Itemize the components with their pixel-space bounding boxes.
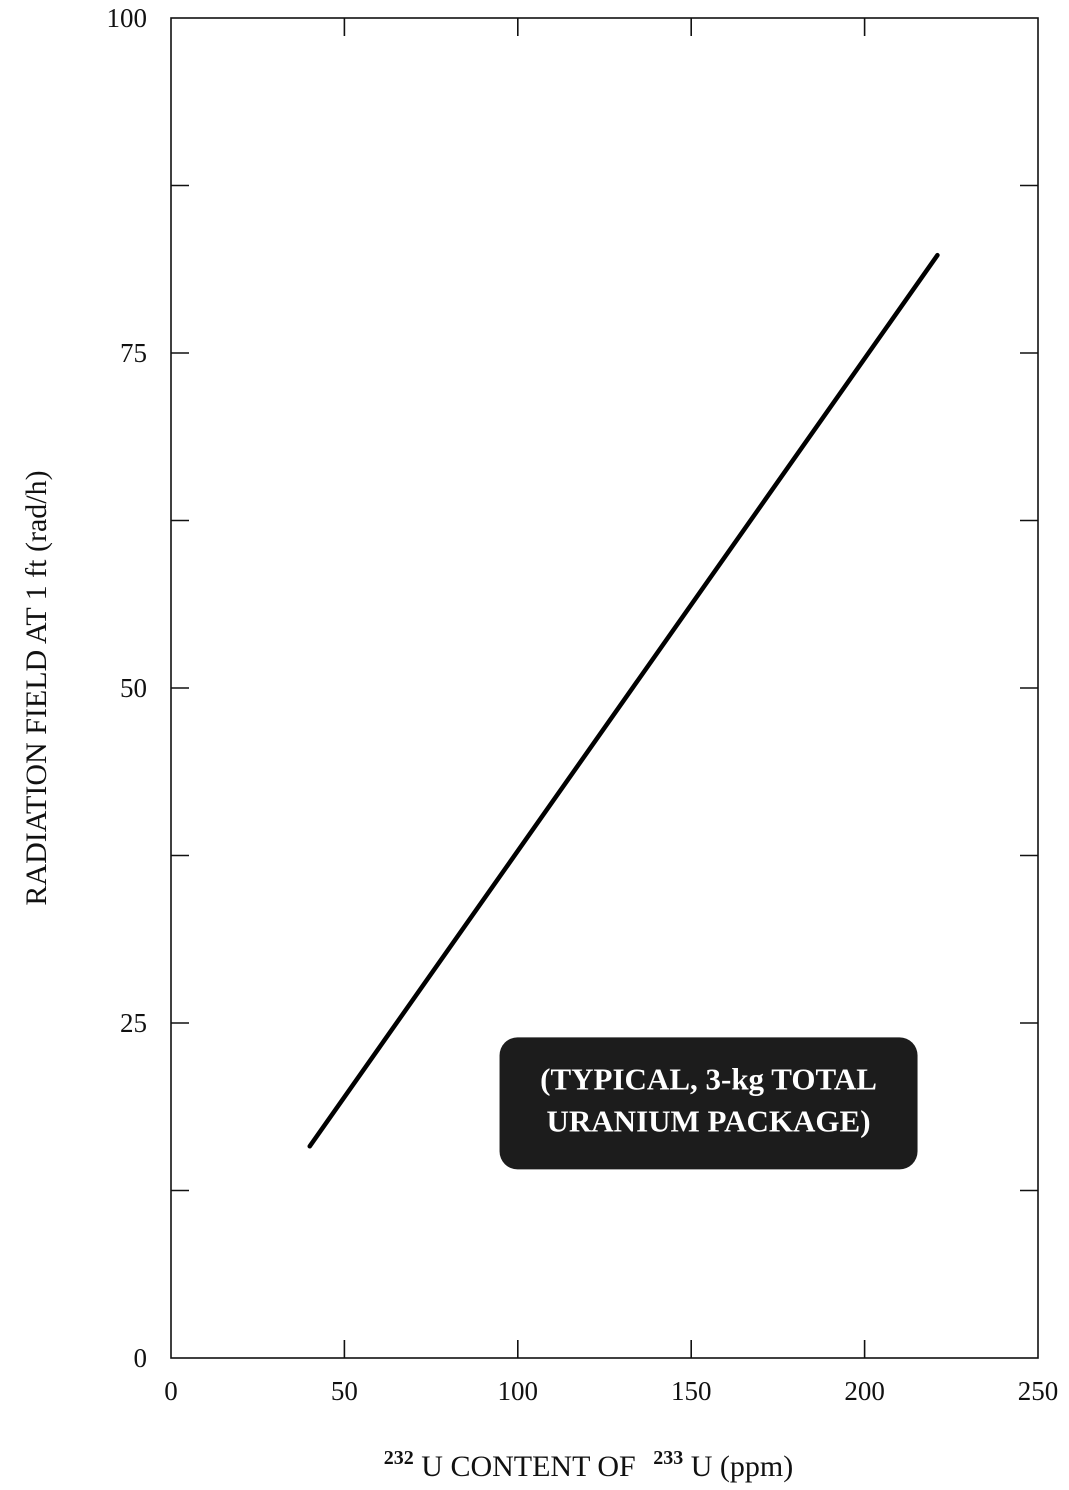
x-tick-label: 150 [671,1376,712,1406]
series-layer [310,255,938,1146]
x-tick-label: 0 [164,1376,178,1406]
x-tick-label: 200 [844,1376,885,1406]
x-axis-title-part-1: U CONTENT OF [421,1450,635,1483]
x-tick-label: 100 [498,1376,539,1406]
y-tick-label: 25 [120,1008,147,1038]
x-axis-title-part-2: U (ppm) [691,1450,793,1483]
x-axis-title-isotope-2: 233 [653,1447,683,1469]
x-tick-label: 250 [1018,1376,1059,1406]
tick-labels: 0 50 100 150 200 250 0 25 50 75 100 [107,3,1059,1406]
x-axis-title-isotope-1: 232 [384,1447,414,1469]
x-tick-label: 50 [331,1376,358,1406]
y-tick-label: 50 [120,673,147,703]
y-tick-label: 75 [120,338,147,368]
series-line [310,255,938,1146]
y-tick-label: 0 [134,1343,148,1373]
y-tick-label: 100 [107,3,148,33]
annotation-text-line: (TYPICAL, 3-kg TOTAL [540,1061,877,1096]
x-axis-title: 232 U CONTENT OF 233 U (ppm) [384,1438,793,1483]
annotation-box: (TYPICAL, 3-kg TOTAL URANIUM PACKAGE) [500,1037,918,1169]
y-axis-title: RADIATION FIELD AT 1 ft (rad/h) [20,470,53,905]
annotation-text-line: URANIUM PACKAGE) [547,1103,871,1138]
